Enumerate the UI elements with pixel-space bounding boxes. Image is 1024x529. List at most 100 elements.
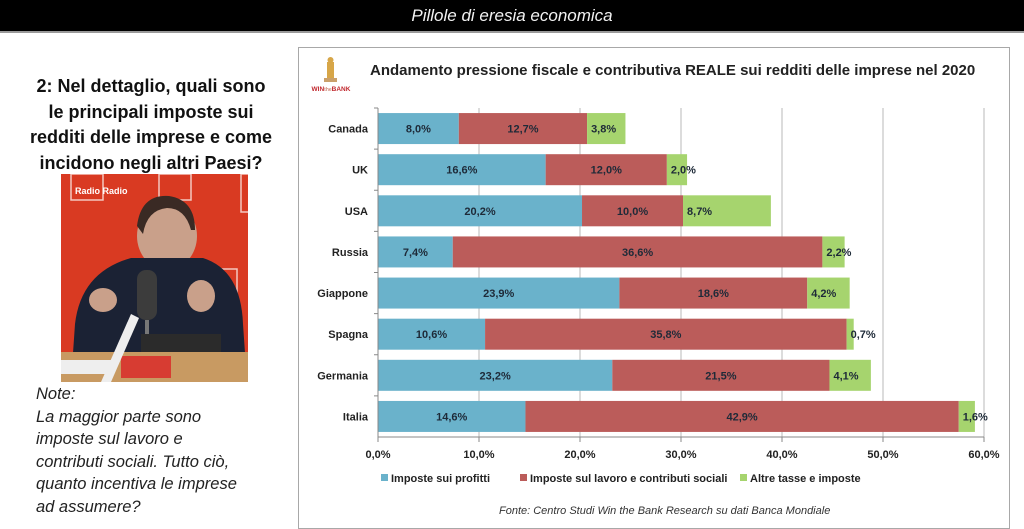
note-line: ad assumere? xyxy=(36,497,141,516)
x-tick-label: 30,0% xyxy=(665,449,696,461)
legend-swatch xyxy=(381,474,388,481)
bars xyxy=(378,113,975,432)
data-label: 10,0% xyxy=(617,206,648,218)
legend-swatch xyxy=(520,474,527,481)
note-heading: Note: xyxy=(36,385,76,403)
logo-the: the xyxy=(324,87,332,93)
bar-segment xyxy=(378,236,453,268)
legend-label: Imposte sul lavoro e contributi sociali xyxy=(530,473,727,485)
data-label: 7,4% xyxy=(403,247,428,259)
question-line: 2: Nel dettaglio, quali sono xyxy=(36,76,266,96)
category-label: Italia xyxy=(343,411,369,423)
bar-segment xyxy=(458,113,588,145)
bar-segment xyxy=(378,195,583,227)
question-line: le principali imposte sui xyxy=(48,101,254,122)
data-label: 2,2% xyxy=(826,247,851,259)
bar-segment xyxy=(807,277,850,309)
bar-segment xyxy=(822,236,845,268)
x-tick-label: 10,0% xyxy=(463,449,494,461)
svg-text:WINtheBANK: WINtheBANK xyxy=(312,86,351,93)
data-label: 12,0% xyxy=(591,165,622,177)
x-tick-label: 40,0% xyxy=(766,449,797,461)
category-label: Canada xyxy=(328,124,369,136)
legend-label: Altre tasse e imposte xyxy=(750,473,861,485)
x-tick-label: 20,0% xyxy=(564,449,595,461)
data-label: 14,6% xyxy=(436,411,467,423)
source-note: Fonte: Centro Studi Win the Bank Researc… xyxy=(499,505,831,517)
bar-segment xyxy=(619,277,808,309)
statue-icon xyxy=(327,62,334,78)
wall-text: Radio Radio xyxy=(75,186,128,196)
header-bar: Pillole di eresia economica xyxy=(0,0,1024,33)
category-label: UK xyxy=(352,165,368,177)
data-label: 36,6% xyxy=(622,247,653,259)
data-labels: 8,0% 12,7% 3,8% 16,6% 12,0% 2,0% 20,2% 10,0% 8,7… xyxy=(403,124,988,424)
bar-segment xyxy=(378,154,546,186)
bar-segment xyxy=(378,113,459,145)
data-label: 0,7% xyxy=(851,329,876,341)
bar-segment xyxy=(378,318,486,350)
bar-segment xyxy=(378,277,620,309)
data-label: 10,6% xyxy=(416,329,447,341)
x-tick-label: 50,0% xyxy=(867,449,898,461)
data-label: 23,9% xyxy=(483,288,514,300)
note-block: Note: La maggior parte sono imposte sul … xyxy=(36,383,286,518)
data-label: 20,2% xyxy=(464,206,495,218)
bar-segment xyxy=(846,318,854,350)
note-line: La maggior parte sono xyxy=(36,407,202,426)
category-label: USA xyxy=(345,206,368,218)
x-tick-label: 0,0% xyxy=(365,449,390,461)
data-label: 18,6% xyxy=(698,288,729,300)
bar-segment xyxy=(829,359,871,391)
data-label: 21,5% xyxy=(705,370,736,382)
legend: Imposte sui profitti Imposte sul lavoro e… xyxy=(381,473,861,485)
microphone-icon xyxy=(137,270,157,320)
data-label: 4,1% xyxy=(833,370,858,382)
data-label: 42,9% xyxy=(727,411,758,423)
header-title: Pillole di eresia economica xyxy=(411,6,613,25)
bar-segment xyxy=(587,113,626,145)
logo-win: WIN xyxy=(312,86,325,93)
speaker-photo: Radio Radio xyxy=(61,174,248,382)
bar-segment xyxy=(683,195,771,227)
winthebank-logo: WINtheBANK xyxy=(308,54,354,94)
bar-segment xyxy=(378,359,613,391)
question-line: incidono negli altri Paesi? xyxy=(39,152,263,173)
data-label: 12,7% xyxy=(507,124,538,136)
note-line: contributi sociali. Tutto ciò, xyxy=(36,452,230,471)
category-label: Giappone xyxy=(317,288,368,300)
data-label: 23,2% xyxy=(480,370,511,382)
bar-segment xyxy=(612,359,830,391)
category-label: Spagna xyxy=(328,329,369,341)
data-label: 3,8% xyxy=(591,124,616,136)
bar-segment xyxy=(452,236,823,268)
data-label: 35,8% xyxy=(650,329,681,341)
data-label: 16,6% xyxy=(446,165,477,177)
legend-swatch xyxy=(740,474,747,481)
logo-bank: BANK xyxy=(332,86,351,93)
question-text: 2: Nel dettaglio, quali sono le principa… xyxy=(20,74,282,176)
bar-segment xyxy=(378,400,526,432)
axes: 0,0% 10,0% 20,0% 30,0% 40,0% 50,0% 60,0% Canada… xyxy=(317,107,1000,461)
chart-title: Andamento pressione fiscale e contributi… xyxy=(370,62,976,79)
category-label: Germania xyxy=(317,370,369,382)
data-label: 4,2% xyxy=(811,288,836,300)
bar-segment xyxy=(666,154,688,186)
note-line: imposte sul lavoro e xyxy=(36,430,183,448)
data-label: 8,0% xyxy=(406,124,431,136)
x-tick-label: 60,0% xyxy=(968,449,999,461)
legend-label: Imposte sui profitti xyxy=(391,473,490,485)
note-line: quanto incentiva le imprese xyxy=(36,475,237,493)
data-label: 1,6% xyxy=(963,411,988,423)
bar-segment xyxy=(958,400,975,432)
bar-segment xyxy=(545,154,667,186)
bar-segment xyxy=(582,195,684,227)
bar-segment xyxy=(525,400,959,432)
bar-segment xyxy=(485,318,847,350)
radio-logo-icon xyxy=(70,174,104,201)
data-label: 2,0% xyxy=(671,165,696,177)
category-label: Russia xyxy=(332,247,369,259)
data-label: 8,7% xyxy=(687,206,712,218)
question-line: redditi delle imprese e come xyxy=(29,127,273,147)
